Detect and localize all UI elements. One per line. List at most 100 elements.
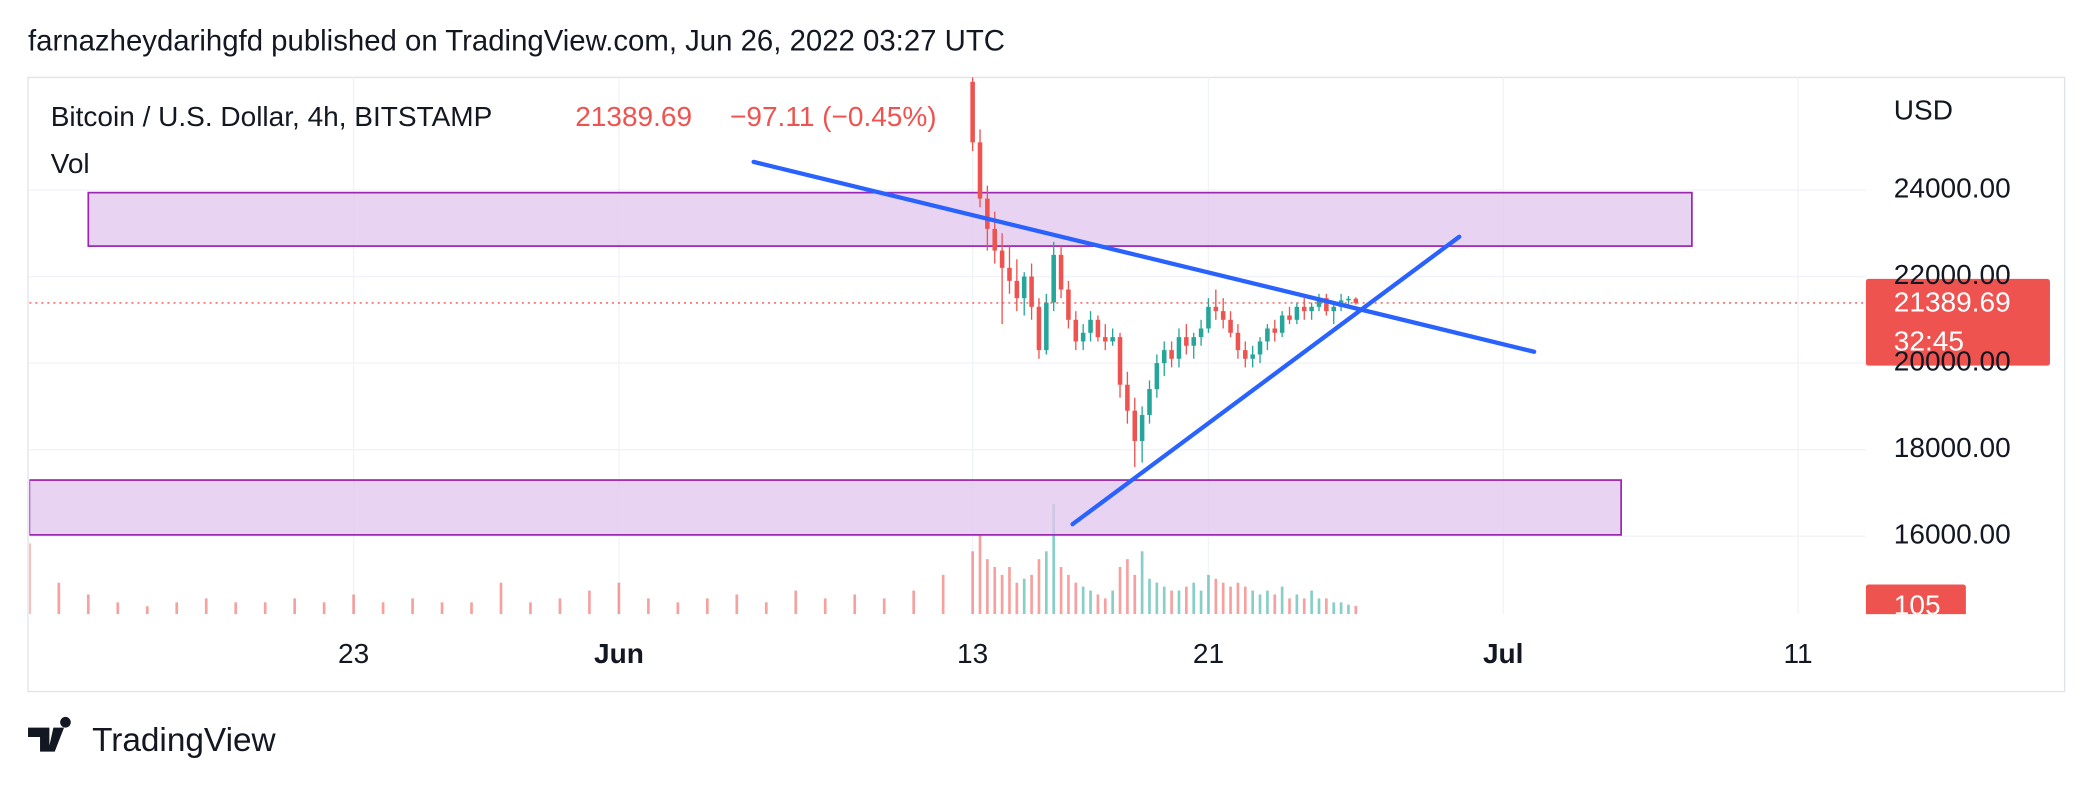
volume-label: Vol (51, 148, 90, 179)
volume-bar (1280, 586, 1284, 615)
logo-mark (28, 716, 71, 752)
volume-bar (764, 602, 768, 615)
volume-bar (234, 602, 238, 615)
candle-body (1021, 276, 1027, 299)
candle-body (1235, 332, 1241, 351)
candle-body (1154, 363, 1160, 390)
volume-bar (1096, 594, 1100, 615)
candle-body (1331, 306, 1336, 312)
volume-bar (986, 559, 989, 615)
candle-body (1228, 319, 1233, 333)
volume-bar (794, 590, 798, 615)
candle-body (1213, 306, 1219, 312)
volume-bar (1229, 586, 1232, 615)
volume-bar (116, 602, 120, 615)
volume-bar (1111, 590, 1114, 615)
candle-body (1080, 332, 1086, 342)
candle-body (1117, 337, 1123, 385)
volume-bar (1044, 551, 1048, 615)
y-tick-label: 22000.00 (1894, 259, 2011, 290)
volume-bar (57, 582, 61, 615)
volume-bar (1170, 590, 1173, 615)
candle-body (1301, 306, 1307, 312)
candle-body (1095, 319, 1101, 338)
candle-body (1250, 354, 1255, 359)
zone (29, 479, 1622, 536)
candle-body (1346, 298, 1351, 301)
candle-body (1279, 315, 1285, 333)
candle-body (1287, 315, 1292, 320)
legend-title: Bitcoin / U.S. Dollar, 4h, BITSTAMP (51, 101, 493, 132)
volume-bar (1332, 602, 1336, 615)
candle-body (1014, 280, 1020, 299)
trendline (751, 159, 1537, 354)
volume-bar (175, 602, 179, 615)
volume-bar (1008, 566, 1011, 615)
volume-bar (1354, 605, 1358, 615)
volume-bar (912, 590, 916, 615)
candle-body (1176, 337, 1182, 359)
volume-bar (1037, 559, 1041, 615)
volume-bar (1103, 598, 1107, 615)
volume-last-label: 105 (1894, 590, 1941, 621)
candle-body (1103, 337, 1108, 342)
volume-label-box (1865, 584, 1966, 615)
y-tick-label: 20000.00 (1894, 345, 2011, 376)
volume-bar (352, 594, 355, 615)
brand: TradingView (92, 722, 276, 759)
candle-body (1007, 267, 1012, 281)
x-tick-label: 11 (1783, 638, 1812, 669)
volume-bar (1266, 590, 1269, 615)
volume-bar (993, 566, 997, 615)
candle-body (1147, 389, 1152, 416)
candle-body (1066, 289, 1071, 320)
volume-bar (86, 594, 90, 615)
candle-body (1058, 254, 1064, 290)
volume-bar (1030, 574, 1033, 615)
volume-bar (1207, 574, 1210, 615)
volume-bar (1089, 590, 1092, 615)
candle-body (1036, 306, 1042, 351)
volume-bar (853, 594, 857, 615)
volume-bar (1251, 590, 1255, 615)
candle-body (1073, 319, 1079, 342)
volume-bar (1310, 590, 1313, 615)
y-tick-label: 18000.00 (1894, 432, 2011, 463)
price-label-box (1865, 278, 2050, 366)
x-tick-label: Jul (1483, 638, 1523, 669)
volume-bar (411, 598, 414, 615)
candle-body (977, 142, 983, 199)
volume-bar (1022, 578, 1026, 615)
candle-body (1184, 337, 1189, 346)
volume-bar (1185, 586, 1188, 615)
candle-body (1206, 306, 1211, 329)
volume-bar (823, 598, 827, 615)
candle-body (1125, 384, 1130, 411)
volume-bar (1081, 586, 1085, 615)
zone (87, 191, 1693, 247)
volume-bar (470, 602, 473, 615)
y-tick-label: 16000.00 (1894, 519, 2011, 550)
volume-bar (1339, 602, 1343, 615)
x-tick-label: Jun (594, 638, 644, 669)
candle-body (999, 250, 1005, 268)
candle-body (1029, 276, 1034, 307)
candle-body (1324, 298, 1329, 312)
volume-bar (145, 606, 149, 615)
volume-bar (882, 598, 886, 615)
candle-body (1353, 298, 1359, 303)
volume-bar (322, 602, 326, 615)
trendline (1070, 234, 1462, 527)
candle-body (1265, 328, 1270, 342)
volume-bar (29, 543, 31, 615)
logo: TradingView (28, 716, 277, 759)
currency: USD (1894, 95, 1953, 126)
legend-change: −97.11 (−0.45%) (730, 101, 937, 132)
volume-bar (1067, 574, 1070, 615)
volume-bar (1148, 578, 1151, 615)
candle-body (985, 198, 990, 229)
candle-body (1309, 306, 1314, 312)
header: farnazheydarihgfd published on TradingVi… (28, 24, 1005, 57)
candle-body (1316, 298, 1322, 307)
